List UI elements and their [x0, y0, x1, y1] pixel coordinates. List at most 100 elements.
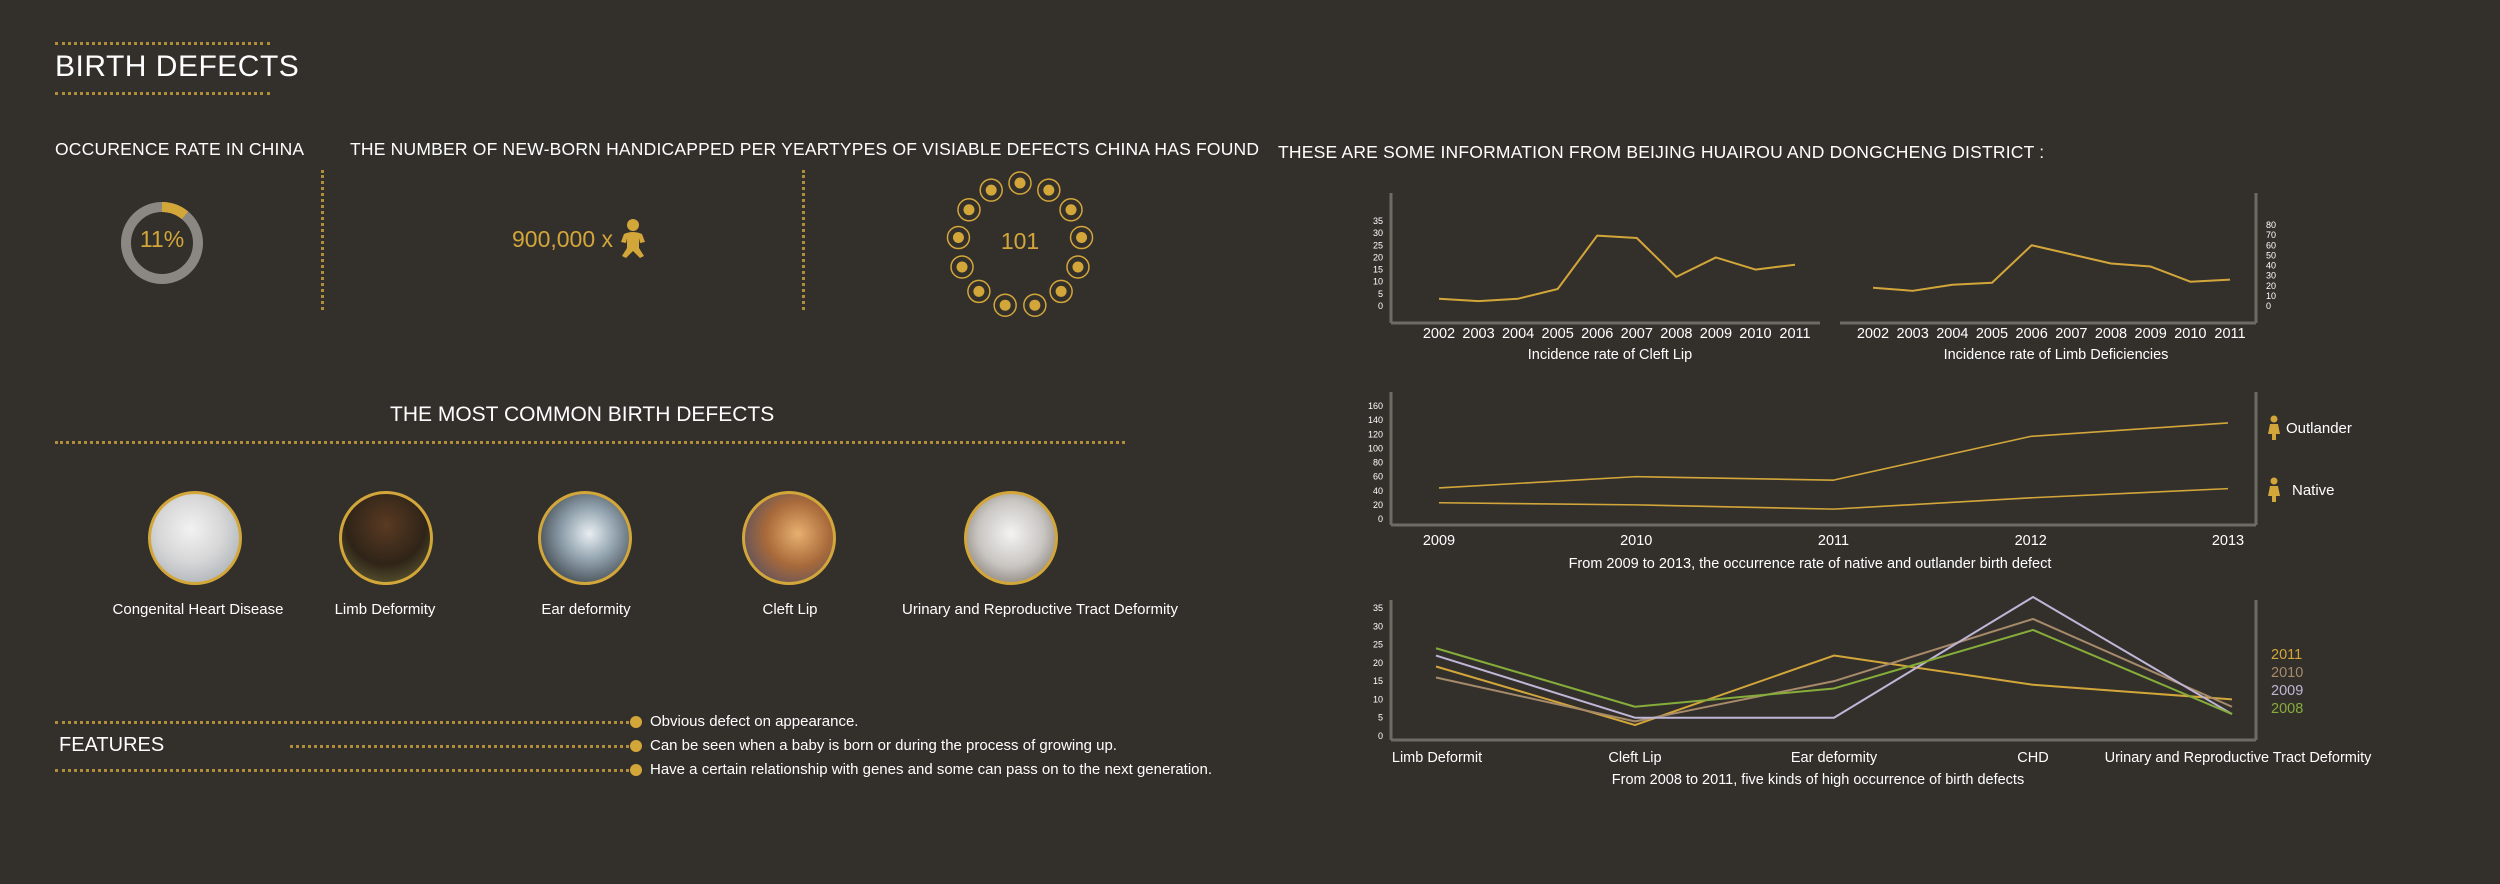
native-ytick-120: 120	[1368, 429, 1383, 439]
chart-native: 0 20 40 60 80 100 120 140 160 2009 2010 2011 2012 201…	[1368, 392, 2258, 572]
kinds-xtick-4: Urinary and Reproductive Tract Deformity	[2105, 750, 2372, 766]
limb-xtick-1: 2003	[1897, 326, 1929, 342]
native-xtick-1: 2010	[1620, 533, 1652, 549]
divider-1	[321, 170, 324, 310]
features-line-3	[55, 769, 635, 772]
eye-icon	[1066, 255, 1090, 279]
common-dots	[55, 441, 1125, 444]
limb-ytick-30: 30	[2266, 271, 2276, 281]
chart-cleft: 0 5 10 15 20 25 30 35 2002 2003 2004 2005 2006 2007 20…	[1373, 193, 1820, 363]
kinds-series-2008	[1435, 628, 2233, 715]
limb-xtick-8: 2010	[2174, 326, 2206, 342]
common-heading: THE MOST COMMON BIRTH DEFECTS	[390, 403, 775, 426]
legend-year-2009: 2009	[2271, 683, 2303, 699]
label-limb-deformity: Limb Deformity	[334, 601, 436, 618]
label-urinary-tract: Urinary and Reproductive Tract Deformity	[902, 601, 1178, 618]
cleft-xtick-2: 2004	[1502, 326, 1534, 342]
kinds-xtick-2: Ear deformity	[1791, 750, 1878, 766]
feature-bullet-2	[630, 740, 642, 752]
kinds-ytick-15: 15	[1373, 676, 1383, 686]
features-heading: FEATURES	[59, 734, 165, 756]
legend-native: Native	[2268, 477, 2335, 502]
limb-xtick-4: 2006	[2016, 326, 2048, 342]
limb-ytick-40: 40	[2266, 261, 2276, 271]
cleft-ytick-10: 10	[1373, 277, 1383, 287]
divider-2	[802, 170, 805, 310]
legend-year-2010: 2010	[2271, 665, 2303, 681]
kinds-ytick-30: 30	[1373, 621, 1383, 631]
feature-text-3: Have a certain relationship with genes a…	[650, 761, 1213, 778]
limb-xtick-5: 2007	[2055, 326, 2087, 342]
globe-icon	[1037, 178, 1061, 202]
native-ytick-160: 160	[1368, 401, 1383, 411]
uterus-icon	[957, 198, 981, 222]
kinds-chart-title: From 2008 to 2011, five kinds of high oc…	[1612, 772, 2024, 788]
native-chart-title: From 2009 to 2013, the occurrence rate o…	[1569, 556, 2052, 572]
person-icon	[2268, 424, 2280, 440]
feature-bullet-1	[630, 716, 642, 728]
lungs-icon	[979, 178, 1003, 202]
cleft-xtick-6: 2008	[1660, 326, 1692, 342]
native-xtick-4: 2013	[2212, 533, 2244, 549]
limb-ytick-80: 80	[2266, 220, 2276, 230]
cleft-xtick-7: 2009	[1700, 326, 1732, 342]
title-bottom-dots	[55, 92, 270, 95]
cleft-ytick-0: 0	[1378, 301, 1383, 311]
cleft-ytick-35: 35	[1373, 216, 1383, 226]
kinds-series-2011	[1435, 654, 2233, 727]
legend-outlander: Outlander	[2268, 415, 2352, 440]
native-xtick-0: 2009	[1423, 533, 1455, 549]
kinds-xtick-3: CHD	[2017, 750, 2048, 766]
handicapped-heading: THE NUMBER OF NEW-BORN HANDICAPPED PER Y…	[350, 139, 830, 159]
handicapped-value: 900,000 x	[512, 226, 614, 252]
native-xtick-3: 2012	[2015, 533, 2047, 549]
limb-ytick-70: 70	[2266, 230, 2276, 240]
cleft-xtick-1: 2003	[1462, 326, 1494, 342]
photo-ear-deformity	[538, 491, 632, 585]
feature-bullet-3	[630, 764, 642, 776]
native-ytick-100: 100	[1368, 443, 1383, 453]
cleft-ytick-25: 25	[1373, 240, 1383, 250]
features-line-2	[290, 745, 635, 748]
chart-kinds: 0 5 10 15 20 25 30 35 Limb Deformit Cleft Lip Ear …	[1373, 596, 2372, 788]
kinds-series-2009	[1435, 596, 2233, 719]
ear-icon	[1049, 279, 1073, 304]
label-congenital-heart: Congenital Heart Disease	[112, 601, 284, 618]
legend-year-2011: 2011	[2271, 647, 2302, 663]
limb-series-0	[1872, 244, 2231, 292]
cleft-series-0	[1438, 234, 1796, 303]
occurrence-heading: OCCURENCE RATE IN CHINA	[55, 139, 305, 159]
cleft-chart-title: Incidence rate of Cleft Lip	[1528, 347, 1692, 363]
limb-xtick-0: 2002	[1857, 326, 1889, 342]
brain-icon	[1023, 293, 1047, 317]
kinds-series-2010	[1435, 617, 2233, 723]
cleft-xtick-4: 2006	[1581, 326, 1613, 342]
feature-text-1: Obvious defect on appearance.	[650, 713, 859, 730]
kinds-ytick-25: 25	[1373, 640, 1383, 650]
kinds-ytick-0: 0	[1378, 731, 1383, 741]
occurrence-ring	[121, 202, 203, 284]
baby-icon	[621, 219, 645, 258]
limb-chart-title: Incidence rate of Limb Deficiencies	[1944, 347, 2169, 363]
limb-ytick-20: 20	[2266, 281, 2276, 291]
limb-ytick-10: 10	[2266, 291, 2276, 301]
types-value: 101	[1000, 228, 1040, 254]
hourglass-icon	[946, 225, 971, 250]
limb-xtick-6: 2008	[2095, 326, 2127, 342]
heart-organ-icon	[1008, 171, 1032, 195]
native-series-Outlander	[1438, 422, 2229, 489]
native-ytick-80: 80	[1373, 458, 1383, 468]
cleft-ytick-30: 30	[1373, 228, 1383, 238]
kinds-ytick-35: 35	[1373, 603, 1383, 613]
kinds-ytick-10: 10	[1373, 694, 1383, 704]
native-ytick-0: 0	[1378, 514, 1383, 524]
cleft-xtick-0: 2002	[1423, 326, 1455, 342]
cleft-xtick-9: 2011	[1779, 326, 1810, 342]
limb-ytick-60: 60	[2266, 240, 2276, 250]
kinds-ytick-5: 5	[1378, 713, 1383, 723]
arm-icon	[993, 293, 1017, 317]
cleft-ytick-20: 20	[1373, 252, 1383, 262]
page-title: BIRTH DEFECTS	[55, 50, 300, 83]
